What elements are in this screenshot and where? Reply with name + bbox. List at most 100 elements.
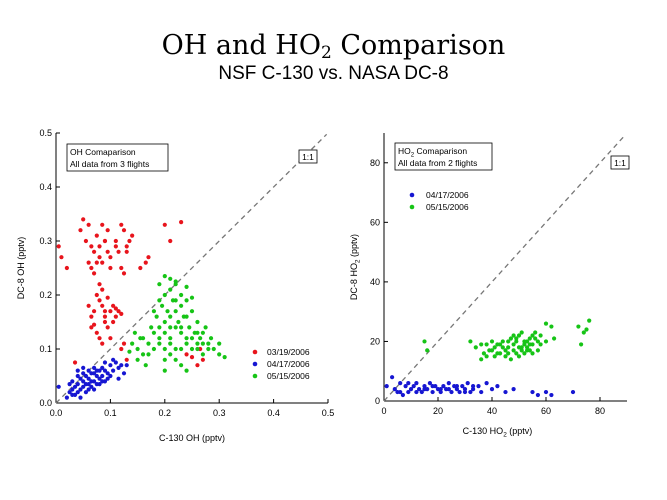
data-point — [100, 365, 105, 370]
data-point — [392, 386, 397, 392]
legend-label: 03/19/2006 — [267, 347, 310, 357]
data-point — [108, 309, 113, 314]
data-point — [151, 309, 157, 314]
x-axis-label: C-130 OH (pptv) — [159, 433, 225, 443]
y-tick-label: 0.5 — [39, 128, 52, 138]
data-point — [94, 330, 99, 335]
data-point — [579, 342, 584, 347]
data-point — [113, 360, 118, 365]
data-point — [173, 298, 178, 303]
legend-marker — [252, 349, 258, 355]
data-point — [422, 386, 427, 392]
data-point — [468, 339, 473, 344]
data-point — [78, 395, 83, 400]
data-point — [449, 389, 454, 395]
data-point — [471, 386, 476, 392]
legend-label: 04/17/2006 — [426, 190, 469, 200]
data-point — [135, 357, 140, 362]
data-point — [514, 339, 519, 344]
data-point — [86, 387, 91, 392]
data-point — [149, 325, 154, 330]
data-point — [157, 282, 162, 287]
data-point — [211, 346, 216, 352]
data-point — [179, 325, 184, 330]
data-point — [184, 314, 189, 319]
data-point — [516, 333, 522, 338]
data-point — [91, 365, 97, 370]
data-point — [89, 265, 94, 271]
data-point — [94, 233, 99, 238]
data-point — [195, 341, 200, 346]
data-point — [198, 336, 203, 341]
ratio-box — [610, 155, 630, 170]
data-point — [89, 379, 94, 384]
data-point — [100, 287, 105, 292]
data-point — [530, 333, 535, 338]
data-point — [527, 348, 532, 353]
data-point — [530, 351, 535, 356]
data-point — [179, 303, 184, 308]
data-point — [159, 303, 165, 308]
data-point — [525, 339, 530, 344]
data-point — [511, 342, 516, 347]
y-tick-label: 0.1 — [39, 344, 52, 354]
data-point — [533, 330, 538, 335]
data-point — [56, 244, 61, 249]
chart-2: 0 20 40 60 80 0 20 40 60 80 C-130 HO2 (pptv) DC-8 H… — [349, 133, 630, 439]
y-tick-label: 0.2 — [39, 290, 52, 300]
data-point — [430, 389, 435, 395]
data-point — [168, 325, 173, 330]
data-point — [195, 319, 200, 325]
data-point — [587, 318, 592, 323]
data-point — [446, 386, 451, 392]
data-point — [91, 271, 97, 276]
data-point — [113, 306, 118, 311]
data-point — [530, 389, 535, 395]
data-point — [78, 228, 83, 233]
legend-label: 05/15/2006 — [267, 371, 310, 381]
data-point — [457, 389, 462, 395]
data-point — [78, 376, 83, 381]
data-point — [83, 390, 89, 395]
x-tick-label: 20 — [433, 406, 443, 416]
data-point — [102, 319, 108, 325]
data-point — [492, 345, 497, 350]
data-point — [143, 260, 148, 265]
data-point — [100, 260, 105, 265]
data-point — [538, 342, 543, 347]
data-point — [200, 352, 205, 357]
data-point — [94, 260, 99, 265]
data-point — [146, 255, 151, 260]
data-point — [535, 348, 541, 353]
data-point — [97, 255, 102, 260]
data-point — [132, 330, 137, 335]
data-point — [59, 255, 64, 260]
legend-label: 05/15/2006 — [426, 202, 469, 212]
data-point — [384, 384, 389, 389]
data-point — [83, 238, 89, 244]
data-point — [75, 368, 80, 373]
data-point — [151, 346, 157, 352]
data-point — [81, 371, 86, 376]
data-point — [70, 392, 75, 397]
one-to-one-line — [55, 133, 328, 404]
one-to-one-line — [383, 133, 627, 402]
data-point — [70, 387, 75, 392]
data-point — [86, 303, 91, 308]
data-point — [100, 303, 105, 308]
data-point — [503, 348, 508, 353]
data-point — [460, 384, 465, 389]
data-point — [121, 271, 127, 276]
x-tick-label: 0.0 — [50, 408, 63, 418]
data-point — [94, 292, 99, 298]
y-tick-label: 40 — [370, 277, 380, 287]
data-point — [516, 345, 522, 350]
data-point — [484, 342, 489, 347]
data-point — [113, 244, 118, 249]
data-point — [97, 282, 102, 287]
data-point — [100, 341, 105, 346]
data-point — [538, 333, 543, 338]
data-point — [143, 363, 148, 368]
data-point — [522, 342, 527, 347]
chart-note: All data from 3 flights — [70, 159, 149, 169]
